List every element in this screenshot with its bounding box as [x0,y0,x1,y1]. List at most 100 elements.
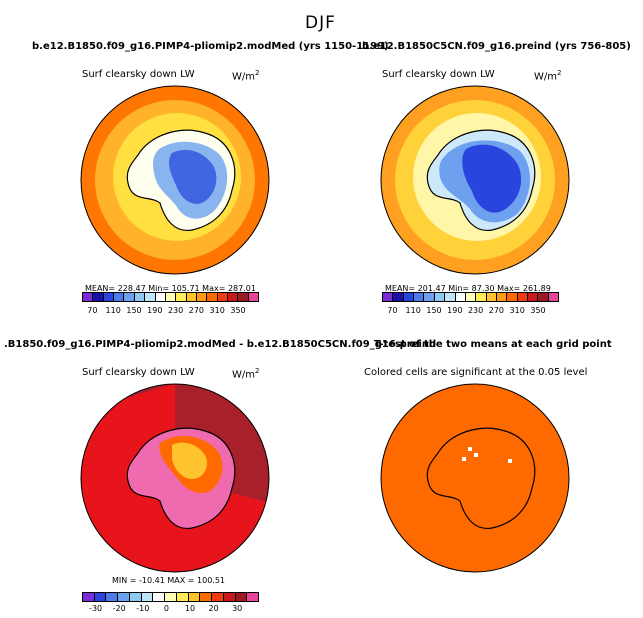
colorbar-swatch [445,293,456,301]
colorbar-swatch [129,593,142,601]
colorbar-tick-label: 190 [147,306,163,315]
panel-1-units-exp: 2 [255,69,260,77]
panel-3-units: W/m2 [232,367,259,380]
colorbar-tick-label: 0 [163,604,169,613]
panel-1-colorbar-ticks: 70 110 150 190 230 270 310 350 [82,306,259,316]
colorbar-swatch [118,593,130,601]
colorbar-swatch [141,593,154,601]
colorbar-swatch [455,293,466,301]
colorbar-swatch [94,593,107,601]
colorbar-swatch [476,293,487,301]
panel-3-units-base: W/m [232,369,255,381]
colorbar-tick-label: -30 [89,604,103,613]
colorbar-swatch [207,293,218,301]
panel-4-map [380,383,570,573]
colorbar-swatch [165,293,177,301]
colorbar-tick-label: -20 [112,604,126,613]
panel-3-units-exp: 2 [255,367,260,375]
colorbar-tick-label: 10 [184,604,196,613]
panel-1-units-base: W/m [232,71,255,83]
panel-1-map [80,85,270,275]
colorbar-swatch [83,293,94,301]
panel-4-variable: Colored cells are significant at the 0.0… [364,367,588,378]
panel-2-units-base: W/m [534,71,557,83]
colorbar-tick-label: 150 [126,306,142,315]
p1-deep-ice [169,149,217,204]
colorbar-swatch [145,293,156,301]
panel-3-stats: MIN = -10.41 MAX = 100.51 [112,576,226,585]
colorbar-tick-label: 110 [105,306,121,315]
colorbar-swatch [165,593,177,601]
panel-2-stats: MEAN= 201.47 Min= 87.30 Max= 261.89 [385,284,551,293]
panel-3-variable: Surf clearsky down LW [82,367,195,378]
colorbar-swatch [217,293,229,301]
colorbar-swatch [155,293,166,301]
colorbar-tick-label: 310 [509,306,525,315]
colorbar-swatch [383,293,394,301]
p3-warm [172,442,208,479]
panel-2-units: W/m2 [534,69,561,82]
colorbar-tick-label: 190 [447,306,463,315]
colorbar-swatch [393,293,404,301]
colorbar-swatch [186,293,197,301]
colorbar-swatch [235,593,248,601]
colorbar-swatch [188,593,201,601]
panel-2-colorbar-ticks: 70 110 150 190 230 270 310 350 [382,306,559,316]
colorbar-swatch [517,293,529,301]
colorbar-swatch [83,593,95,601]
colorbar-swatch [134,293,146,301]
colorbar-swatch [212,593,224,601]
colorbar-tick-label: 110 [405,306,421,315]
colorbar-swatch [486,293,497,301]
colorbar-swatch [248,293,259,301]
colorbar-swatch [424,293,435,301]
colorbar-swatch [465,293,477,301]
colorbar-swatch [507,293,518,301]
panel-2-variable: Surf clearsky down LW [382,69,495,80]
colorbar-tick-label: 150 [426,306,442,315]
p4-fill [381,384,569,572]
colorbar-swatch [496,293,508,301]
colorbar-swatch [153,593,166,601]
panel-1-variable: Surf clearsky down LW [82,69,195,80]
panel-3-map [80,383,270,573]
colorbar-tick-label: 70 [387,306,398,315]
panel-3-colorbar [82,592,259,602]
colorbar-swatch [247,593,259,601]
colorbar-tick-label: 350 [530,306,546,315]
colorbar-swatch [124,293,135,301]
panel-2-title: b.e12.B1850C5CN.f09_g16.preind (yrs 756-… [362,41,631,52]
colorbar-swatch [528,293,539,301]
panel-4-title: T-test of the two means at each grid poi… [374,339,612,350]
colorbar-swatch [538,293,549,301]
colorbar-tick-label: 270 [188,306,205,315]
colorbar-tick-label: 20 [208,604,219,613]
colorbar-swatch [228,293,239,301]
panel-2-map [380,85,570,275]
colorbar-swatch [103,293,115,301]
p2-deep-ice [462,144,522,213]
colorbar-tick-label: 350 [230,306,246,315]
colorbar-tick-label: 70 [87,306,98,315]
colorbar-tick-label: -10 [136,604,150,613]
colorbar-tick-label: 270 [488,306,505,315]
colorbar-tick-label: 230 [167,306,184,315]
colorbar-swatch [93,293,104,301]
colorbar-swatch [196,293,208,301]
panel-2-units-exp: 2 [557,69,562,77]
panel-1-title: b.e12.B1850.f09_g16.PIMP4-pliomip2.modMe… [32,41,389,52]
colorbar-swatch [414,293,425,301]
colorbar-swatch [403,293,415,301]
colorbar-swatch [238,293,249,301]
page-title: DJF [305,13,336,33]
panel-3-colorbar-ticks: -30 -20 -10 0 10 20 30 [82,604,259,614]
colorbar-swatch [548,293,559,301]
panel-1-stats: MEAN= 228.47 Min= 105.71 Max= 287.01 [85,284,256,293]
colorbar-swatch [200,593,213,601]
colorbar-swatch [434,293,446,301]
panel-2-colorbar [382,292,559,302]
colorbar-tick-label: 310 [209,306,225,315]
panel-1-colorbar [82,292,259,302]
colorbar-tick-label: 30 [232,604,243,613]
colorbar-tick-label: 230 [467,306,484,315]
